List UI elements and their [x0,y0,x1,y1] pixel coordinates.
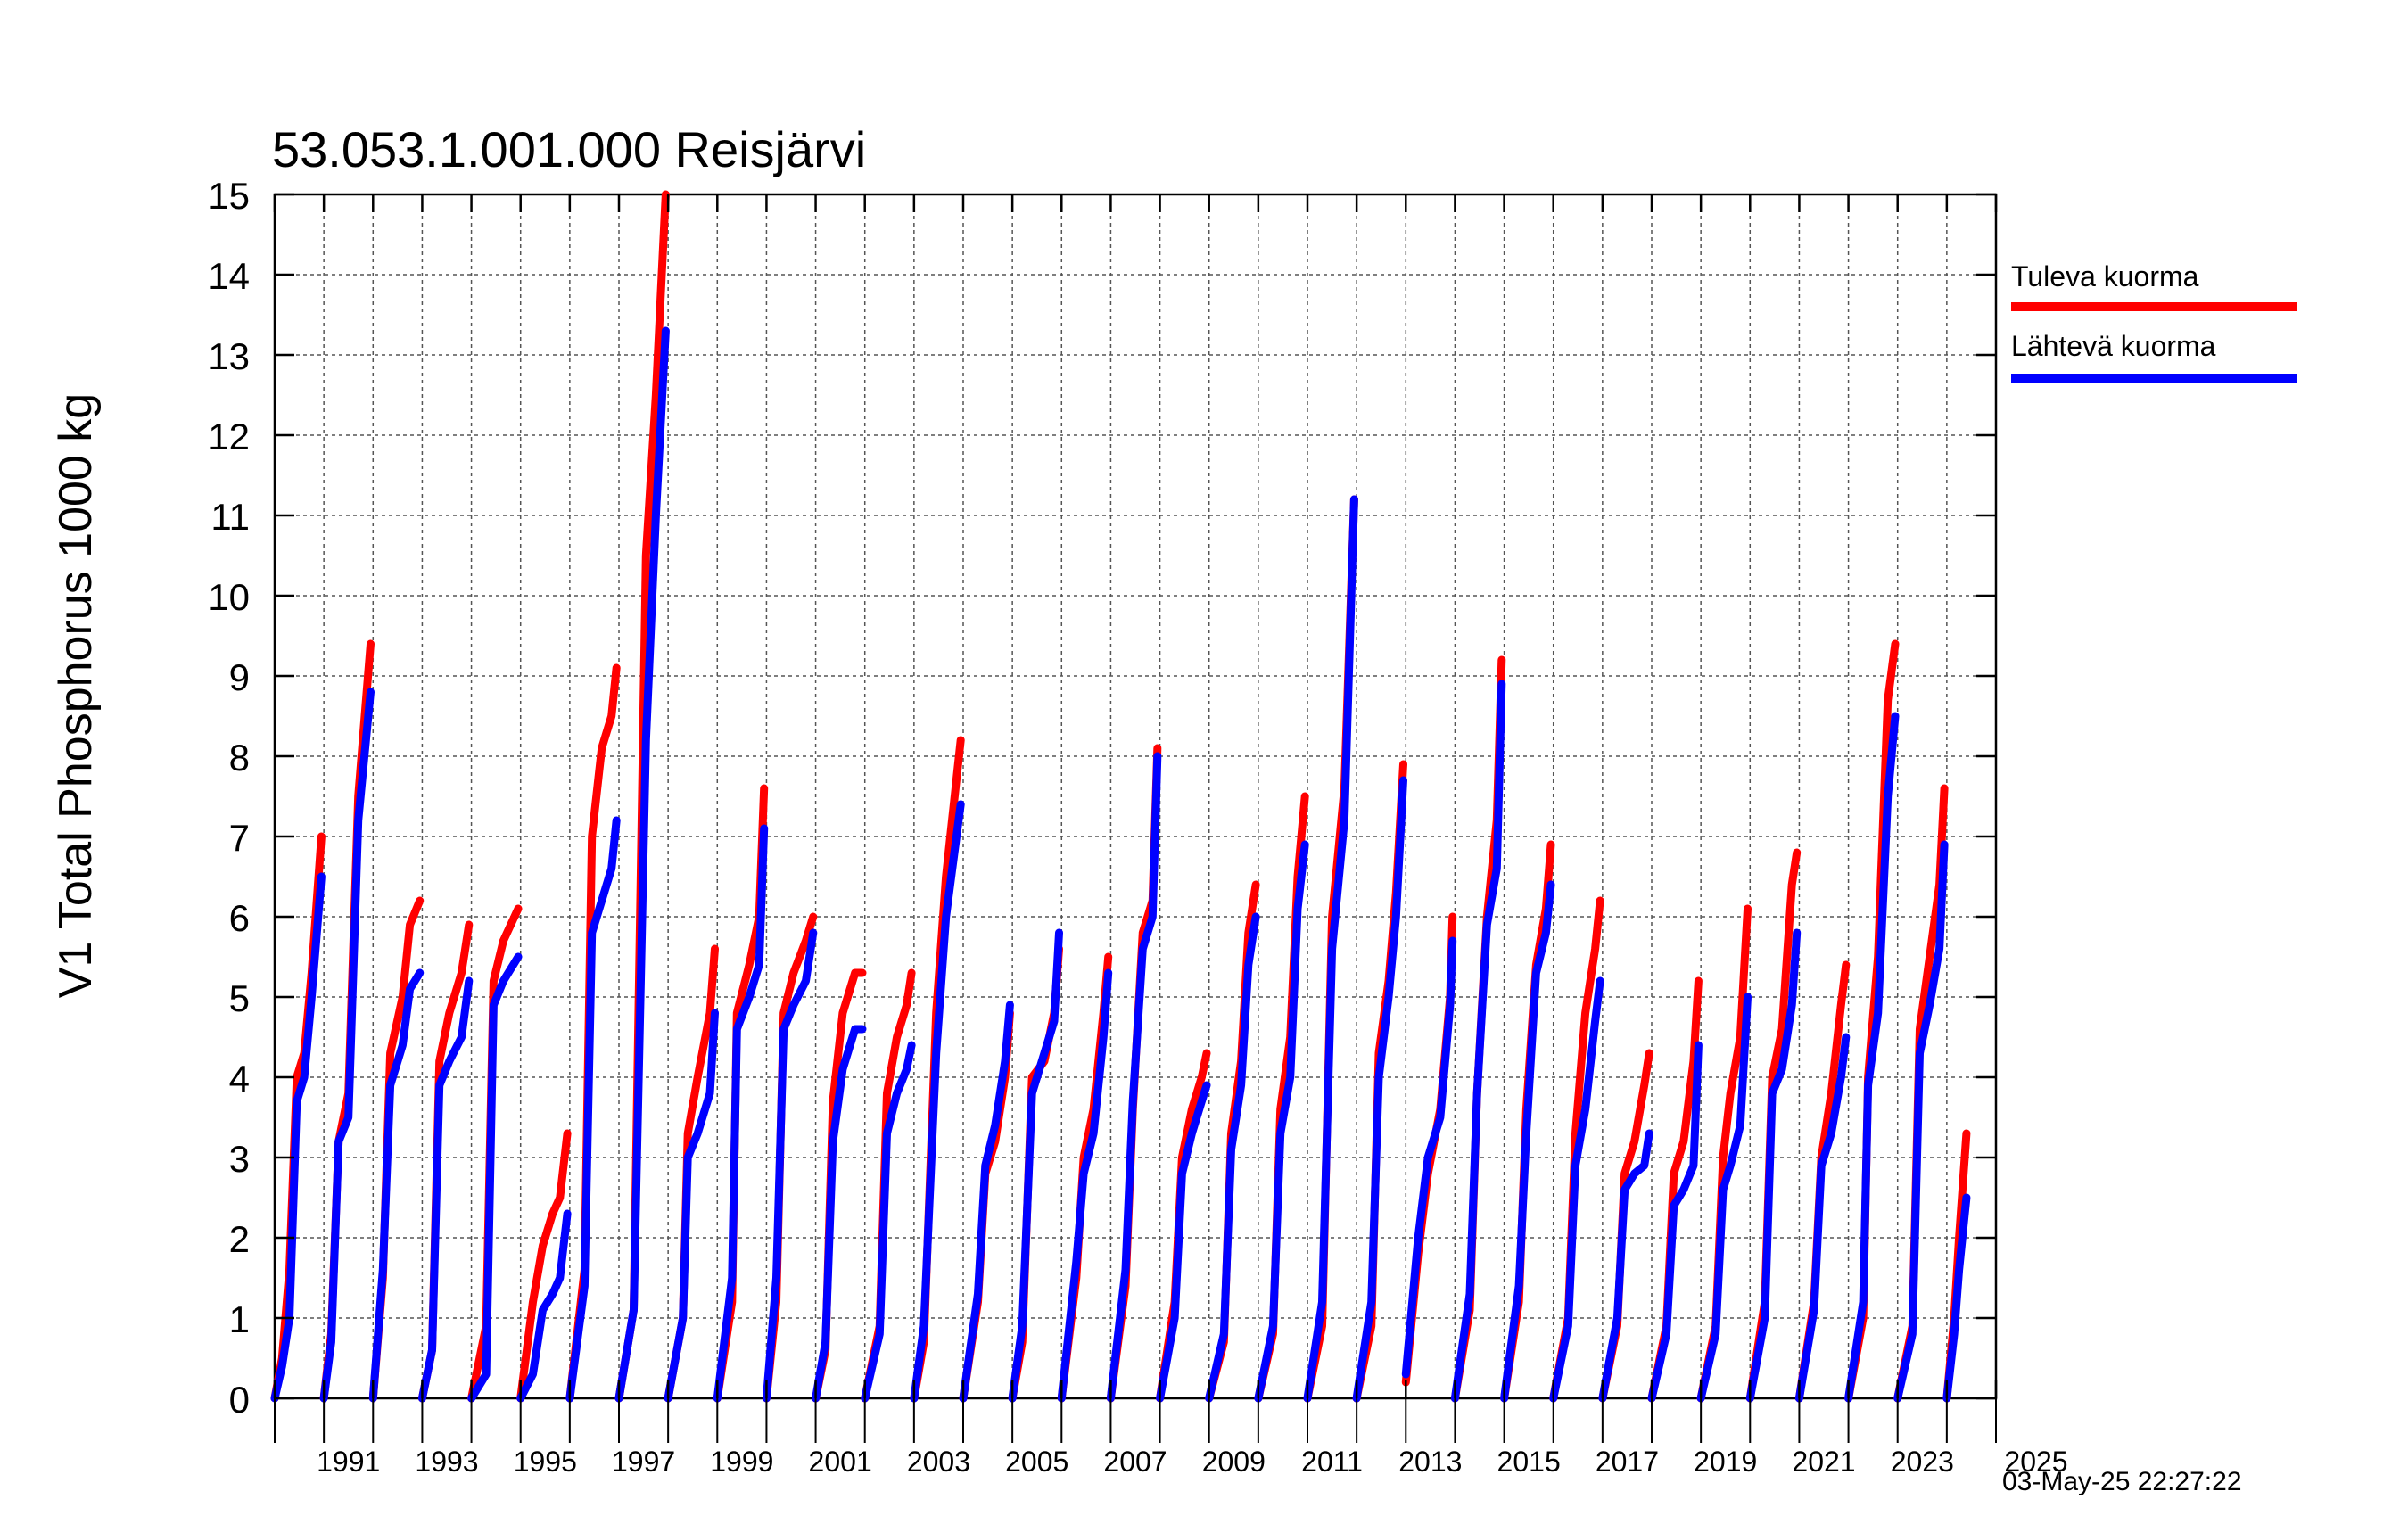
x-tick-label: 2015 [1497,1446,1561,1478]
y-tick-label: 13 [208,335,250,377]
series-line-2012 [1352,776,1407,1403]
series-line-2021 [1794,1033,1851,1403]
y-tick-label: 11 [210,496,250,538]
x-tick-label: 2009 [1202,1446,1266,1478]
series-line-1992 [368,968,425,1403]
x-tick-label: 2025 [2004,1446,2067,1478]
y-tick-label: 7 [229,817,250,859]
y-tick-label: 5 [229,977,250,1019]
x-tick-label: 1999 [710,1446,773,1478]
series-line-1990 [270,872,326,1403]
x-tick-label: 2023 [1891,1446,1954,1478]
series-line-2002 [861,1041,916,1403]
y-tick-label: 6 [229,897,250,939]
chart-title: 53.053.1.001.000 Reisjärvi [272,121,867,177]
series-line-2017 [1598,1129,1653,1403]
series-line-2015 [1500,880,1555,1403]
y-tick-label: 1 [229,1298,250,1340]
series-line-2019 [1696,904,1752,1403]
x-tick-label: 2019 [1694,1446,1757,1478]
y-tick-label: 0 [229,1379,250,1421]
y-tick-label: 4 [229,1058,250,1100]
series-line-1998 [664,944,719,1403]
series-line-2006 [1057,968,1113,1403]
x-tick-label: 2013 [1398,1446,1462,1478]
timestamp: 03-May-25 22:27:22 [2002,1467,2242,1496]
grid [275,194,1996,1398]
x-tick-label: 2003 [907,1446,970,1478]
series-line-2011 [1303,495,1358,1403]
x-tick-label: 1993 [415,1446,478,1478]
series-line-2020 [1745,928,1802,1403]
series-line-1995 [516,1129,572,1403]
series-line-2000 [762,928,818,1403]
legend-swatch-lahteva [2011,374,2297,383]
y-tick-label: 14 [208,255,250,297]
x-tick-label: 1991 [317,1446,380,1478]
series [270,190,1971,1403]
series-line-2014 [1450,680,1506,1403]
series-line-2003 [910,800,965,1403]
series-line-2023 [1893,840,1949,1403]
series-line-2018 [1647,976,1703,1403]
legend-label-tuleva: Tuleva kuorma [2011,260,2199,292]
series-line-2019 [1696,993,1752,1403]
y-tick-label: 9 [229,656,250,698]
series-line-1997 [614,326,670,1403]
y-tick-label: 12 [208,416,250,457]
series-line-2022 [1844,712,1900,1403]
axes [273,193,1998,1400]
series-line-1999 [713,824,769,1403]
series-line-1995 [516,1209,572,1403]
y-tick-label: 3 [229,1138,250,1180]
series-line-1999 [713,784,769,1403]
series-line-2010 [1254,840,1309,1403]
y-tick-label: 8 [229,737,250,779]
legend-swatch-tuleva [2011,302,2297,311]
series-line-2004 [959,1001,1014,1403]
series-line-2018 [1647,1041,1703,1403]
series-line-2001 [812,1025,867,1403]
series-line-2024 [1942,1193,1971,1403]
series-line-1996 [565,816,621,1403]
series-line-2009 [1205,912,1260,1403]
x-tick-label: 1995 [514,1446,577,1478]
legend-label-lahteva: Lähtevä kuorma [2011,330,2216,362]
x-tick-label: 2001 [809,1446,872,1478]
series-line-2008 [1156,1081,1211,1403]
series-line-1998 [664,1009,719,1403]
y-tick-label: 15 [208,175,250,217]
series-line-1994 [467,952,523,1403]
plot-frame [273,193,1998,1400]
y-tick-label: 10 [208,576,250,618]
series-line-2005 [1008,928,1063,1403]
x-tick-label: 2011 [1301,1446,1363,1478]
x-tick-label: 2021 [1792,1446,1855,1478]
series-line-2016 [1549,976,1604,1403]
series-line-2013 [1401,936,1457,1379]
y-tick-label: 2 [229,1218,250,1260]
series-line-1991 [319,688,375,1403]
x-tick-label: 2005 [1005,1446,1068,1478]
series-lahteva [270,326,1971,1403]
series-line-2007 [1106,752,1162,1403]
x-tick-label: 1997 [612,1446,675,1478]
series-tuleva [270,190,1971,1403]
series-line-1993 [417,976,474,1403]
x-tick-label: 2017 [1596,1446,1659,1478]
x-tick-label: 2007 [1103,1446,1167,1478]
series-line-1994 [467,904,523,1403]
